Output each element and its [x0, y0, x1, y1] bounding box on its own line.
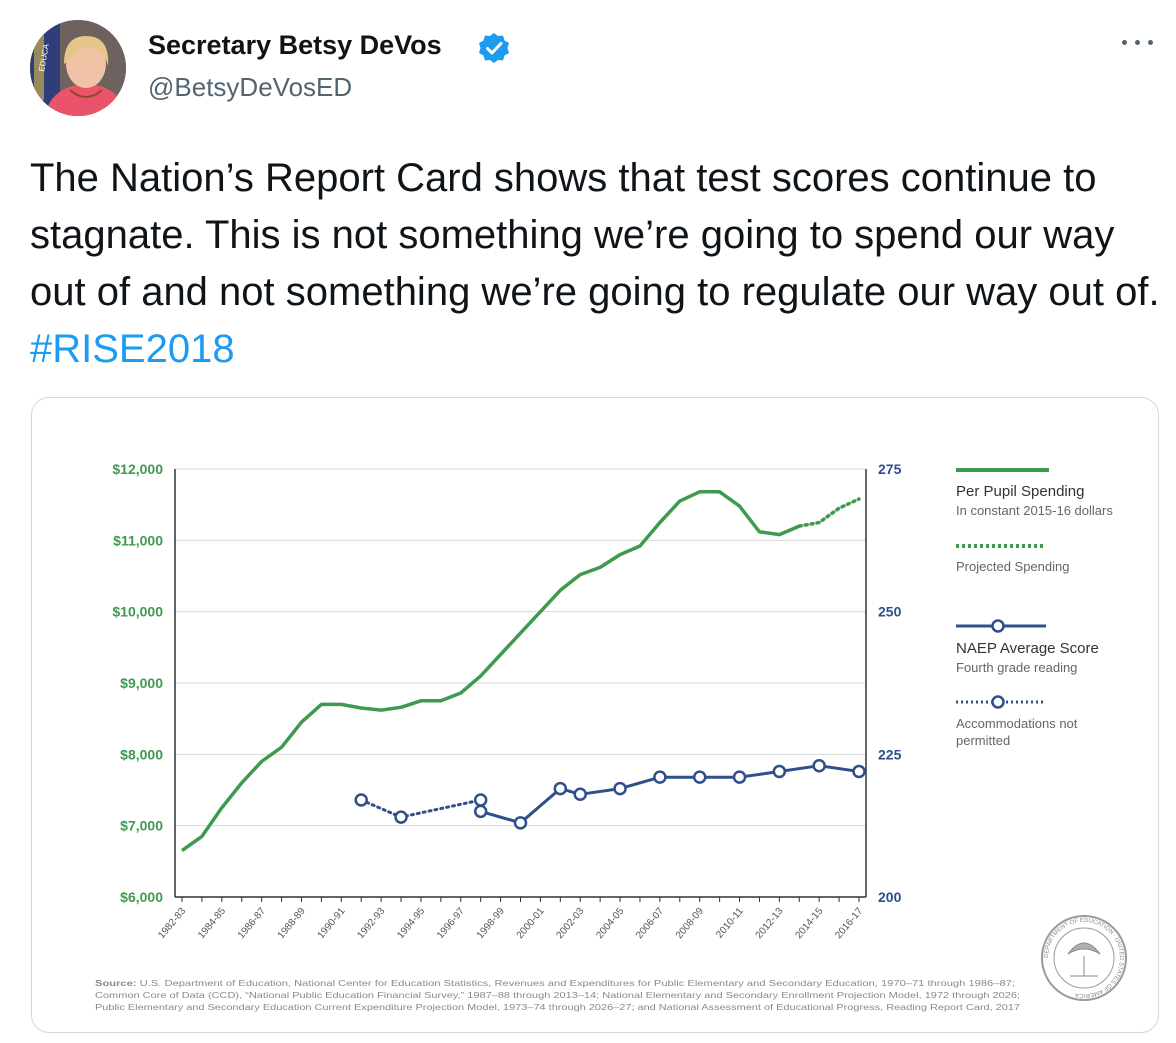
legend-note: permitted: [956, 733, 1010, 748]
legend-note: Fourth grade reading: [956, 660, 1077, 675]
naep-data-point: [354, 793, 368, 807]
naep-data-point: [653, 770, 667, 784]
naep-data-point: [812, 758, 826, 773]
avatar[interactable]: EDUCA: [30, 20, 126, 116]
x-axis-tick-label: 1996-97: [435, 906, 467, 942]
x-axis-tick-label: 1994-95: [395, 906, 427, 942]
left-axis-tick-label: $10,000: [112, 604, 163, 620]
x-axis-tick-label: 2016-17: [833, 906, 865, 942]
naep-data-point: [553, 781, 568, 796]
naep-data-point: [852, 764, 866, 779]
legend-marker-naep: [991, 619, 1005, 633]
x-axis-tick-label: 2012-13: [754, 906, 786, 942]
right-axis-tick-label: 250: [878, 604, 902, 620]
user-handle[interactable]: @BetsyDeVosED: [148, 72, 353, 102]
verified-badge-icon: [478, 32, 510, 64]
right-axis-tick-label: 275: [878, 461, 902, 477]
source-note: Source: U.S. Department of Education, Na…: [95, 978, 1015, 988]
series-line-naep-average-score: [480, 764, 860, 825]
legend-marker-accommodations: [991, 695, 1005, 709]
series-line-per-pupil-spending: [180, 490, 800, 853]
naep-data-point: [772, 764, 787, 779]
department-seal-tree: [1067, 942, 1101, 977]
naep-data-point: [613, 781, 627, 796]
naep-data-point: [473, 804, 488, 819]
legend-label: NAEP Average Score: [956, 640, 1099, 657]
tweet-text: The Nation’s Report Card shows that test…: [30, 150, 1170, 378]
legend-note: In constant 2015-16 dollars: [956, 503, 1113, 518]
x-axis-tick-label: 2004-05: [594, 906, 626, 942]
left-axis-tick-label: $7,000: [120, 818, 163, 834]
legend-note: Projected Spending: [956, 559, 1069, 574]
x-axis-tick-label: 2000-01: [515, 906, 547, 942]
left-axis-tick-label: $9,000: [120, 675, 163, 691]
hashtag-link[interactable]: #RISE2018: [30, 327, 235, 371]
naep-data-point: [692, 770, 707, 784]
tweet-body: The Nation’s Report Card shows that test…: [30, 156, 1160, 314]
left-axis-tick-label: $12,000: [112, 461, 163, 477]
legend-label: Per Pupil Spending: [956, 483, 1084, 500]
chart-image-card[interactable]: $6,000 $7,000 $8,000 $9,000 $10,000 $11,000 $1…: [31, 397, 1159, 1033]
display-name[interactable]: Secretary Betsy DeVos: [148, 30, 442, 60]
left-axis-tick-label: $11,000: [113, 532, 163, 548]
x-axis-tick-label: 2014-15: [793, 906, 825, 942]
series-line-accommodations-not-permitted: [359, 798, 483, 819]
right-axis-tick-label: 200: [878, 889, 902, 905]
source-note: Common Core of Data (CCD), “National Pub…: [95, 990, 1020, 1000]
x-axis-tick-label: 1984-85: [196, 906, 228, 942]
department-seal: [1041, 915, 1127, 1001]
left-axis-tick-label: $6,000: [120, 889, 163, 905]
right-axis-tick-label: 225: [878, 746, 902, 762]
x-axis-tick-label: 2008-09: [674, 906, 706, 942]
naep-data-point: [394, 810, 408, 824]
naep-data-point: [732, 770, 747, 784]
more-options-icon[interactable]: [1118, 32, 1158, 52]
series-line-projected-spending: [797, 497, 861, 528]
chart-svg: $6,000 $7,000 $8,000 $9,000 $10,000 $11,000 $1…: [95, 461, 1127, 1012]
x-axis-tick-label: 2002-03: [555, 906, 587, 942]
naep-data-point: [473, 793, 488, 807]
x-axis-tick-label: 1986-87: [236, 906, 268, 942]
x-axis-tick-label: 1988-89: [276, 906, 308, 942]
left-axis-tick-label: $8,000: [120, 746, 163, 762]
x-axis-tick-label: 1992-93: [355, 906, 387, 942]
x-axis-tick-label: 1982-83: [156, 906, 188, 942]
x-axis-tick-label: 1998-99: [475, 906, 507, 942]
source-label: Source:: [95, 978, 137, 988]
x-axis-tick-label: 2006-07: [634, 906, 666, 942]
source-note: Public Elementary and Secondary Educatio…: [95, 1002, 1020, 1012]
source-text: U.S. Department of Education, National C…: [137, 978, 1015, 988]
avatar-photo: EDUCA: [30, 20, 126, 116]
x-axis-tick-label: 1990-91: [316, 906, 348, 942]
department-seal-inner-ring: [1053, 927, 1115, 989]
naep-data-point: [573, 787, 587, 802]
naep-data-point: [513, 816, 528, 830]
legend-note: Accommodations not: [956, 716, 1078, 731]
x-axis-tick-label: 2010-11: [714, 906, 746, 941]
